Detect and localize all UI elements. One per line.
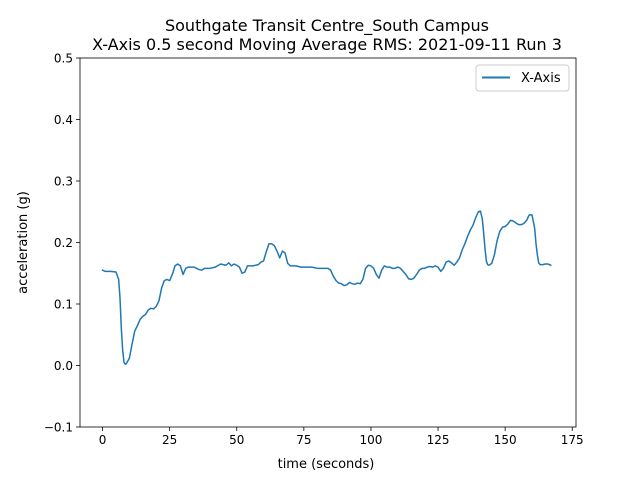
x-tick-label: 0 bbox=[99, 433, 107, 447]
legend-label: X-Axis bbox=[521, 71, 561, 86]
y-tick-label: 0.2 bbox=[54, 236, 73, 250]
y-tick-label: 0.0 bbox=[54, 359, 73, 373]
y-tick-label: 0.1 bbox=[54, 298, 73, 312]
x-tick-label: 100 bbox=[359, 433, 382, 447]
y-tick-label: 0.3 bbox=[54, 175, 73, 189]
y-axis: −0.1 0.0 0.1 0.2 0.3 0.4 0.5 bbox=[44, 52, 80, 435]
x-axis: 0 25 50 75 100 125 150 175 bbox=[99, 427, 584, 447]
y-tick-label: 0.5 bbox=[54, 52, 73, 66]
y-tick-label: −0.1 bbox=[44, 421, 73, 435]
x-tick-label: 150 bbox=[494, 433, 517, 447]
x-tick-label: 50 bbox=[229, 433, 244, 447]
x-tick-label: 75 bbox=[296, 433, 311, 447]
series-layer bbox=[101, 210, 552, 366]
x-tick-label: 125 bbox=[427, 433, 450, 447]
x-tick-label: 25 bbox=[162, 433, 177, 447]
legend: X-Axis bbox=[475, 64, 570, 92]
x-axis-label: time (seconds) bbox=[278, 457, 375, 472]
chart-title-line-1: Southgate Transit Centre_South Campus bbox=[165, 16, 489, 36]
legend-box bbox=[475, 64, 570, 92]
y-tick-label: 0.4 bbox=[54, 113, 73, 127]
series-line-x-axis bbox=[101, 210, 552, 366]
y-axis-label: acceleration (g) bbox=[16, 191, 31, 294]
chart-title-line-2: X-Axis 0.5 second Moving Average RMS: 20… bbox=[92, 35, 562, 54]
x-tick-label: 175 bbox=[561, 433, 584, 447]
